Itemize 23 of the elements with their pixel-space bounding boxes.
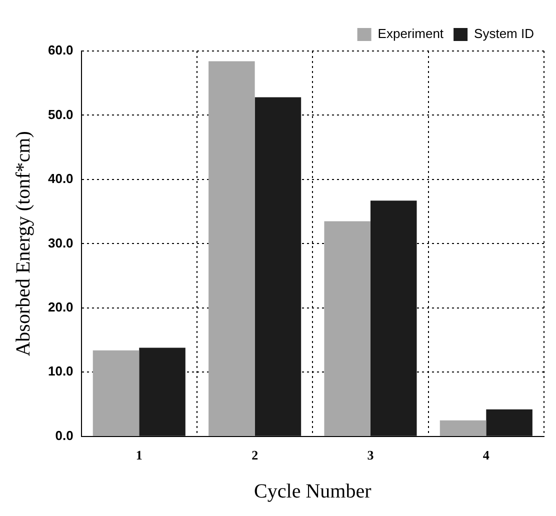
y-tick-label: 40.0 [48, 171, 74, 186]
y-tick-label: 60.0 [48, 42, 74, 58]
x-axis-title: Cycle Number [254, 480, 372, 502]
bar [208, 61, 255, 436]
bar [370, 200, 417, 436]
y-tick-label: 20.0 [48, 300, 74, 315]
bar [440, 420, 486, 436]
bar [324, 221, 370, 436]
bar [486, 409, 532, 436]
y-tick-label: 0.0 [55, 428, 74, 443]
y-tick-label: 10.0 [48, 364, 74, 379]
bar [139, 348, 186, 436]
y-axis-title: Absorbed Energy (tonf*cm) [12, 131, 34, 356]
x-tick-label: 2 [252, 448, 258, 463]
x-tick-label: 1 [136, 448, 142, 463]
y-tick-label: 50.0 [48, 106, 74, 122]
legend-label: Experiment [378, 26, 444, 42]
legend-label: System ID [474, 26, 534, 42]
x-tick-label: 3 [367, 448, 374, 463]
bar [254, 97, 302, 436]
x-tick-label: 4 [482, 448, 490, 463]
y-tick-label: 30.0 [48, 235, 74, 250]
bar [92, 350, 140, 436]
